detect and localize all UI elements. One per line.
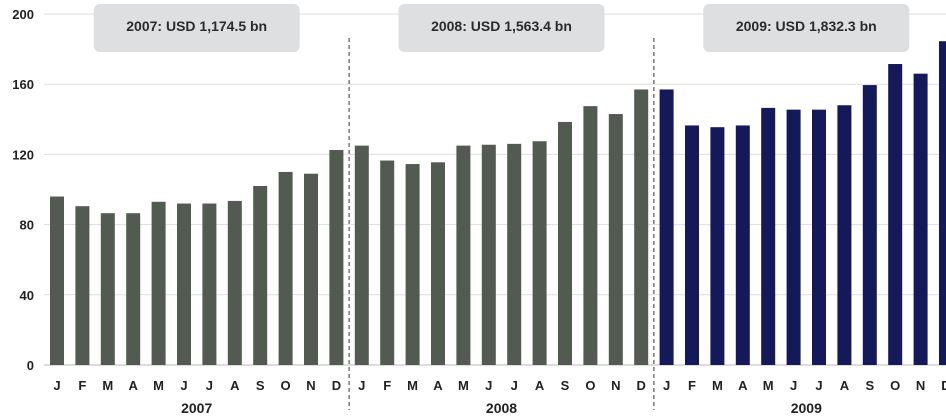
callout-box xyxy=(703,4,910,52)
x-tick-label: A xyxy=(433,378,443,393)
bar-2007-7 xyxy=(202,203,217,365)
bar-2009-2 xyxy=(685,125,699,365)
x-tick-label: F xyxy=(78,378,86,393)
x-tick-label: A xyxy=(840,378,850,393)
bar-2007-11 xyxy=(304,173,318,365)
bar-2009-5 xyxy=(761,107,776,365)
x-tick-label: M xyxy=(102,378,113,393)
bar-2009-4 xyxy=(735,125,750,365)
x-tick-label: M xyxy=(458,378,469,393)
x-axis-ticks: JFMAMJJASONDJFMAMJJASONDJFMAMJJASOND xyxy=(53,378,946,393)
bar-2007-8 xyxy=(227,200,242,365)
bar-2009-1 xyxy=(659,89,674,365)
callout-2007: 2007: USD 1,174.5 bn xyxy=(93,4,300,52)
x-tick-label: M xyxy=(153,378,164,393)
x-tick-label: O xyxy=(281,378,291,393)
x-tick-label: A xyxy=(738,378,748,393)
bar-2007-3 xyxy=(100,213,115,365)
bar-2008-6 xyxy=(481,144,496,365)
x-tick-label: A xyxy=(230,378,240,393)
bar-2008-1 xyxy=(354,145,369,365)
bar-2009-3 xyxy=(710,127,725,365)
bar-2007-6 xyxy=(177,203,191,365)
bar-2009-8 xyxy=(837,105,852,365)
callout-2008: 2008: USD 1,563.4 bn xyxy=(398,4,605,52)
x-tick-label: M xyxy=(763,378,774,393)
y-tick-label: 0 xyxy=(27,358,34,373)
bar-2009-10 xyxy=(888,64,903,365)
y-tick-label: 40 xyxy=(20,288,34,303)
x-tick-label: J xyxy=(511,378,518,393)
x-tick-label: J xyxy=(53,378,60,393)
bar-2008-10 xyxy=(583,106,598,365)
bar-2007-9 xyxy=(253,185,268,365)
x-tick-label: S xyxy=(865,378,874,393)
bar-2007-5 xyxy=(151,201,166,365)
callout-text: 2008: USD 1,563.4 bn xyxy=(431,18,572,34)
x-tick-label: J xyxy=(790,378,797,393)
x-tick-label: J xyxy=(815,378,822,393)
y-tick-label: 80 xyxy=(20,218,34,233)
y-tick-label: 120 xyxy=(12,147,34,162)
bar-2008-3 xyxy=(405,164,420,365)
x-tick-label: J xyxy=(206,378,213,393)
callout-box xyxy=(93,4,300,52)
bar-2007-1 xyxy=(50,196,64,365)
x-tick-label: S xyxy=(256,378,265,393)
callout-2009: 2009: USD 1,832.3 bn xyxy=(703,4,910,52)
year-label-2009: 2009 xyxy=(791,400,822,416)
year-labels: 2007 2008 2009 xyxy=(181,400,822,416)
year-separators xyxy=(348,38,655,410)
y-axis-ticks: 0 40 80 120 160 200 xyxy=(12,7,34,373)
bar-2007-4 xyxy=(126,213,141,365)
bar-2007-12 xyxy=(329,150,344,365)
bar-2009-6 xyxy=(786,109,801,366)
year-total-callouts: 2007: USD 1,174.5 bn 2008: USD 1,563.4 bn… xyxy=(93,4,910,52)
x-tick-label: S xyxy=(561,378,570,393)
bar-2009-11 xyxy=(913,73,928,366)
bar-2008-7 xyxy=(507,143,522,365)
year-label-2008: 2008 xyxy=(486,400,517,416)
year-label-2007: 2007 xyxy=(181,400,212,416)
bar-2009-7 xyxy=(812,109,826,366)
x-tick-label: D xyxy=(941,378,946,393)
bar-2008-2 xyxy=(380,160,395,365)
bar-2008-11 xyxy=(608,114,623,365)
x-tick-label: J xyxy=(663,378,670,393)
x-tick-label: N xyxy=(916,378,925,393)
x-tick-label: O xyxy=(585,378,595,393)
bar-2009-9 xyxy=(862,85,877,365)
callout-box xyxy=(398,4,605,52)
x-tick-label: M xyxy=(407,378,418,393)
x-tick-label: F xyxy=(383,378,391,393)
x-tick-label: M xyxy=(712,378,723,393)
x-tick-label: A xyxy=(535,378,545,393)
x-tick-label: J xyxy=(180,378,187,393)
bar-2007-10 xyxy=(278,171,293,365)
x-tick-label: N xyxy=(306,378,315,393)
callout-text: 2007: USD 1,174.5 bn xyxy=(126,18,267,34)
x-tick-label: J xyxy=(485,378,492,393)
y-tick-label: 160 xyxy=(12,77,34,92)
bar-2007-2 xyxy=(75,206,90,365)
x-tick-label: F xyxy=(688,378,696,393)
bar-2008-8 xyxy=(532,141,547,365)
bar-2008-9 xyxy=(558,121,572,366)
bar-2009-12 xyxy=(939,41,946,365)
bar-2008-12 xyxy=(634,89,649,365)
x-tick-label: D xyxy=(637,378,646,393)
bar-2008-5 xyxy=(456,145,471,365)
x-tick-label: A xyxy=(129,378,139,393)
x-tick-label: J xyxy=(358,378,365,393)
bar-2008-4 xyxy=(431,162,445,365)
x-tick-label: O xyxy=(890,378,900,393)
y-tick-label: 200 xyxy=(12,7,34,22)
bars xyxy=(50,41,946,366)
x-tick-label: D xyxy=(332,378,341,393)
callout-text: 2009: USD 1,832.3 bn xyxy=(736,18,877,34)
x-tick-label: N xyxy=(611,378,620,393)
